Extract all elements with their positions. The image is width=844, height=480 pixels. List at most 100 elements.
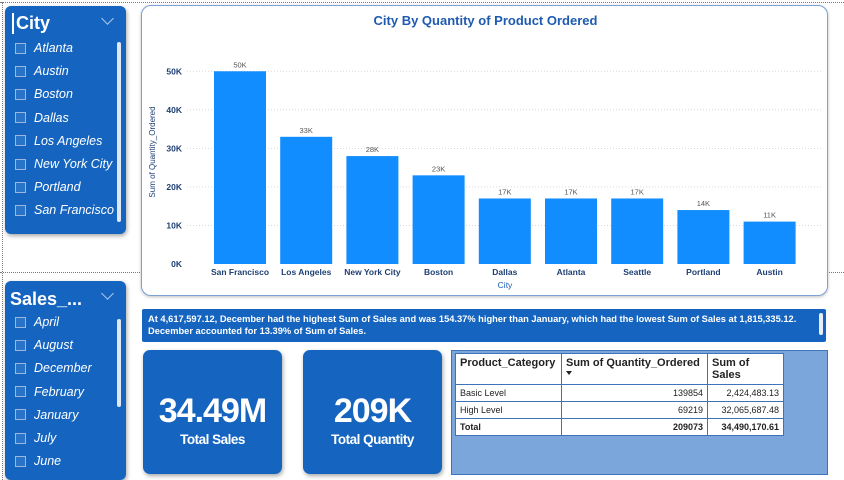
month-option-december[interactable]: December <box>15 359 92 377</box>
month-slicer-title: Sales_... <box>10 289 83 309</box>
total-quantity-card: 209K Total Quantity <box>303 350 442 474</box>
data-label: 23K <box>432 164 445 173</box>
x-tick-label: Portland <box>686 267 720 277</box>
city-slicer-scrollbar[interactable] <box>117 42 121 222</box>
month-slicer[interactable] <box>5 281 126 480</box>
city-option-dallas[interactable]: Dallas <box>15 109 69 127</box>
column-header-sales[interactable]: Sum of Sales <box>707 353 784 385</box>
checkbox-icon[interactable] <box>15 362 26 374</box>
y-tick-label: 0K <box>171 259 183 269</box>
x-tick-label: New York City <box>344 267 401 277</box>
total-sales-card: 34.49M Total Sales <box>143 350 282 474</box>
slicer-item-label: Portland <box>34 180 81 195</box>
column-header-quantity[interactable]: Sum of Quantity_Ordered <box>561 353 708 385</box>
sort-descending-icon[interactable] <box>566 371 572 375</box>
bar-austin <box>743 221 796 264</box>
data-label: 50K <box>233 60 246 69</box>
smart-narrative: At 4,617,597.12, December had the highes… <box>142 309 826 342</box>
x-axis-title: City <box>498 280 513 290</box>
month-slicer-scrollbar[interactable] <box>117 319 121 407</box>
city-option-austin[interactable]: Austin <box>15 62 69 80</box>
data-label: 17K <box>498 187 511 196</box>
checkbox-icon[interactable] <box>15 432 26 444</box>
canvas-guide-left <box>2 2 3 480</box>
category-table-card: Product_Category Sum of Quantity_Ordered… <box>451 350 828 475</box>
total-quantity-value: 209K <box>333 392 412 430</box>
x-tick-label: Dallas <box>492 267 517 277</box>
city-option-san-francisco[interactable]: San Francisco <box>15 201 114 219</box>
data-label: 17K <box>564 187 577 196</box>
checkbox-icon[interactable] <box>15 158 26 170</box>
slicer-item-label: January <box>34 407 79 422</box>
table-total-quantity: 209073 <box>561 418 708 436</box>
total-sales-value: 34.49M <box>158 392 267 430</box>
table-cell: 2,424,483.13 <box>707 384 784 402</box>
checkbox-icon[interactable] <box>15 65 26 77</box>
month-option-february[interactable]: February <box>15 383 84 401</box>
y-tick-label: 30K <box>166 143 182 153</box>
slicer-item-label: Austin <box>34 64 69 79</box>
table-cell: High Level <box>455 401 562 419</box>
checkbox-icon[interactable] <box>15 112 26 124</box>
total-sales-label: Total Sales <box>180 432 245 447</box>
slicer-item-label: Los Angeles <box>34 133 103 148</box>
table-total-row: Total 209073 34,490,170.61 <box>455 418 784 436</box>
total-quantity-label: Total Quantity <box>331 432 414 447</box>
table-row: Basic Level 139854 2,424,483.13 <box>455 384 784 402</box>
checkbox-icon[interactable] <box>15 42 26 54</box>
checkbox-icon[interactable] <box>15 181 26 193</box>
slicer-item-label: Dallas <box>34 110 69 125</box>
checkbox-icon[interactable] <box>15 386 26 398</box>
checkbox-icon[interactable] <box>15 316 26 328</box>
data-label: 33K <box>300 126 313 135</box>
slicer-item-label: December <box>34 361 92 376</box>
slicer-item-label: April <box>34 315 60 329</box>
bar-dallas <box>478 198 531 264</box>
bar-chart-plot: 0K 10K 20K 30K 40K 50K 50K San Francisco 33K Los … <box>148 60 822 290</box>
column-header-category[interactable]: Product_Category <box>455 353 562 385</box>
data-label: 28K <box>366 145 379 154</box>
slicer-item-label: June <box>34 454 62 469</box>
month-option-july[interactable]: July <box>15 429 56 447</box>
month-option-august[interactable]: August <box>15 336 73 354</box>
city-option-portland[interactable]: Portland <box>15 178 81 196</box>
city-option-atlanta[interactable]: Atlanta <box>15 39 73 57</box>
y-axis-title: Sum of Quantity_Ordered <box>148 106 157 197</box>
bar-portland <box>677 210 730 264</box>
month-option-june[interactable]: June <box>15 452 61 470</box>
slicer-item-label: July <box>34 431 57 445</box>
slicer-item-label: San Francisco <box>34 203 114 218</box>
bar-seattle <box>611 198 664 264</box>
city-option-boston[interactable]: Boston <box>15 85 73 103</box>
slicer-item-label: New York City <box>34 157 113 171</box>
checkbox-icon[interactable] <box>15 409 26 421</box>
x-tick-label: Boston <box>424 267 453 277</box>
table-total-sales: 34,490,170.61 <box>707 418 784 436</box>
table-cell: 32,065,687.48 <box>707 401 784 419</box>
month-option-april[interactable]: April <box>15 313 59 331</box>
y-tick-label: 20K <box>166 182 182 192</box>
data-label: 11K <box>763 211 776 220</box>
table-cell: 139854 <box>561 384 708 402</box>
narrative-scrollbar[interactable] <box>819 313 823 335</box>
checkbox-icon[interactable] <box>15 135 26 147</box>
checkbox-icon[interactable] <box>15 455 26 467</box>
month-option-january[interactable]: January <box>15 406 78 424</box>
canvas-guide-top <box>0 2 844 3</box>
x-tick-label: Los Angeles <box>281 267 331 277</box>
chart-title: City By Quantity of Product Ordered <box>373 13 598 28</box>
y-tick-label: 50K <box>166 66 182 76</box>
table-cell: 69219 <box>561 401 708 419</box>
checkbox-icon[interactable] <box>15 88 26 100</box>
slicer-item-label: August <box>34 338 73 353</box>
slicer-item-label: February <box>34 384 85 399</box>
x-tick-label: Austin <box>756 267 782 277</box>
slicer-item-label: Boston <box>34 87 73 102</box>
data-label: 14K <box>697 199 710 208</box>
checkbox-icon[interactable] <box>15 339 26 351</box>
checkbox-icon[interactable] <box>15 204 26 216</box>
city-option-los-angeles[interactable]: Los Angeles <box>15 132 102 150</box>
data-label: 17K <box>631 187 644 196</box>
city-option-new-york-city[interactable]: New York City <box>15 155 112 173</box>
bar-san-francisco <box>214 71 266 264</box>
